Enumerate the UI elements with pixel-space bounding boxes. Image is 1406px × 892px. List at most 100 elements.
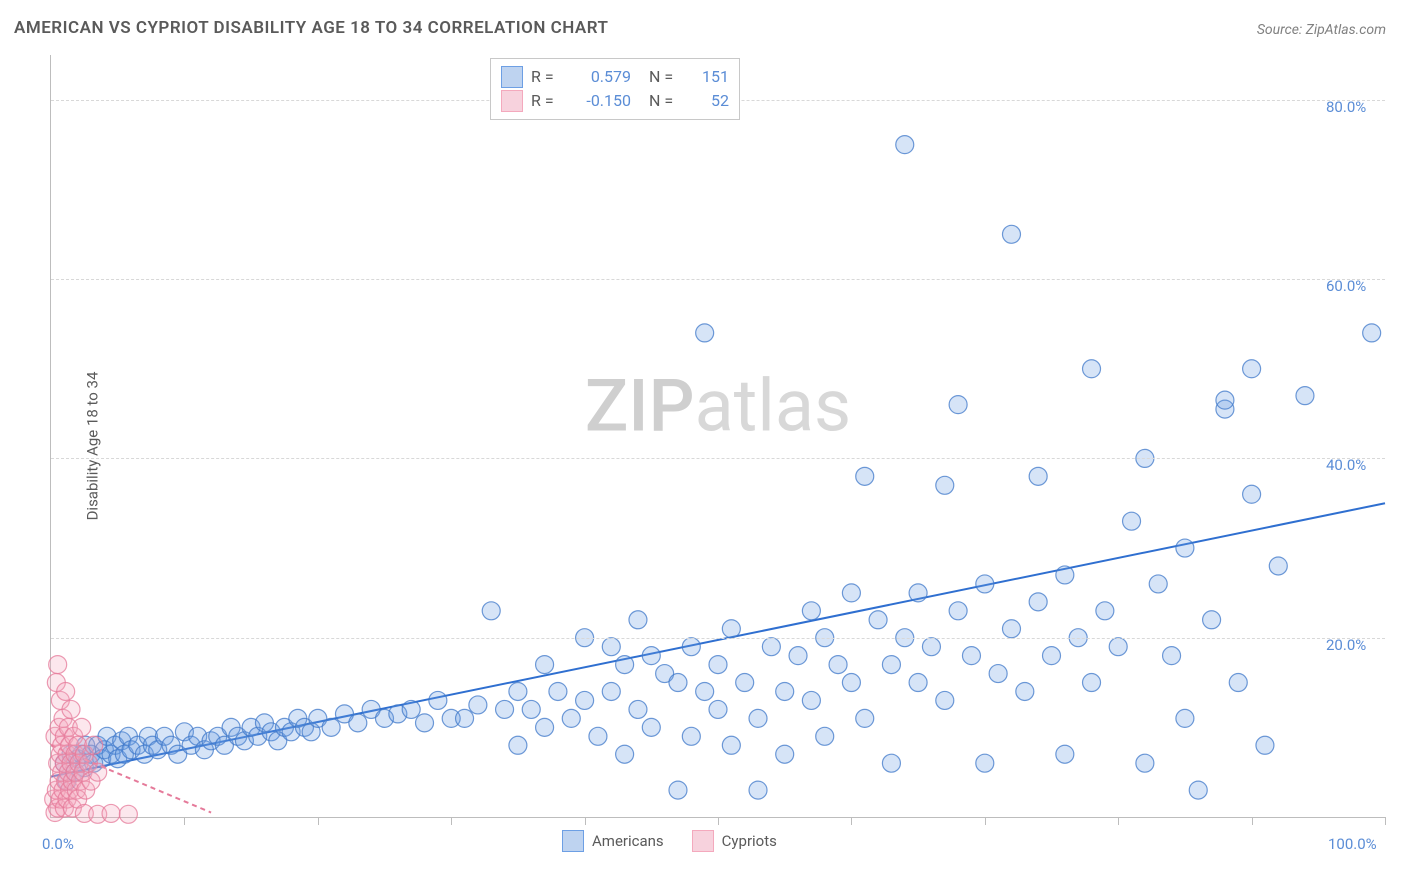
data-point [602,682,620,700]
data-point [642,718,660,736]
data-point [962,647,980,665]
data-point [429,691,447,709]
data-point [1189,781,1207,799]
data-point [1016,682,1034,700]
legend-n-value: 151 [689,65,729,89]
data-point [762,638,780,656]
data-point [522,700,540,718]
plot-svg [51,55,1385,817]
data-point [856,709,874,727]
data-point [1056,566,1074,584]
data-point [1256,736,1274,754]
chart-title: AMERICAN VS CYPRIOT DISABILITY AGE 18 TO… [14,18,609,38]
data-point [85,736,103,754]
data-point [1296,387,1314,405]
data-point [629,611,647,629]
data-point [1269,557,1287,575]
data-point [896,136,914,154]
data-point [1176,709,1194,727]
legend-label: Cypriots [722,832,777,850]
gridline [51,458,1385,459]
x-tick-mark [318,817,319,825]
data-point [616,656,634,674]
data-point [949,396,967,414]
data-point [1243,360,1261,378]
legend-label: Americans [592,832,664,850]
data-point [1216,391,1234,409]
data-point [456,709,474,727]
data-point [1109,638,1127,656]
data-point [882,656,900,674]
data-point [1203,611,1221,629]
source-label: Source: ZipAtlas.com [1257,22,1386,38]
legend-row: R =0.579N =151 [501,65,729,89]
data-point [722,620,740,638]
data-point [882,754,900,772]
data-point [696,324,714,342]
data-point [89,763,107,781]
data-point [842,674,860,692]
x-tick-mark [1385,817,1386,825]
data-point [509,682,527,700]
data-point [1149,575,1167,593]
data-point [416,714,434,732]
data-point [749,781,767,799]
x-tick-mark [1118,817,1119,825]
data-point [976,575,994,593]
data-point [322,718,340,736]
data-point [1096,602,1114,620]
scatter-plot: ZIPatlas [50,55,1385,818]
data-point [562,709,580,727]
data-point [669,674,687,692]
data-point [909,674,927,692]
data-point [1043,647,1061,665]
data-point [749,709,767,727]
data-point [482,602,500,620]
x-tick-mark [184,817,185,825]
legend-n-value: 52 [689,89,729,113]
data-point [1176,539,1194,557]
legend-swatch [692,830,714,852]
gridline [51,279,1385,280]
data-point [776,682,794,700]
data-point [829,656,847,674]
legend-r-value: 0.579 [571,65,631,89]
data-point [949,602,967,620]
data-point [922,638,940,656]
y-tick-label: 40.0% [1326,456,1366,474]
data-point [789,647,807,665]
data-point [509,736,527,754]
legend-n-label: N = [649,89,681,113]
data-point [669,781,687,799]
data-point [349,714,367,732]
data-point [856,467,874,485]
data-point [709,656,727,674]
data-point [1229,674,1247,692]
data-point [682,727,700,745]
data-point [73,718,91,736]
data-point [722,736,740,754]
x-tick-mark [718,817,719,825]
data-point [842,584,860,602]
x-tick-mark [585,817,586,825]
data-point [869,611,887,629]
data-point [1029,593,1047,611]
data-point [1002,225,1020,243]
data-point [629,700,647,718]
legend-r-label: R = [531,89,563,113]
data-point [402,700,420,718]
data-point [1002,620,1020,638]
legend-swatch [501,90,523,112]
data-point [1136,754,1154,772]
legend-swatch [562,830,584,852]
data-point [102,804,120,822]
data-point [1056,745,1074,763]
data-point [589,727,607,745]
y-tick-label: 60.0% [1326,277,1366,295]
data-point [709,700,727,718]
x-axis-min-label: 0.0% [42,835,74,853]
data-point [576,691,594,709]
data-point [736,674,754,692]
data-point [1363,324,1381,342]
data-point [776,745,794,763]
